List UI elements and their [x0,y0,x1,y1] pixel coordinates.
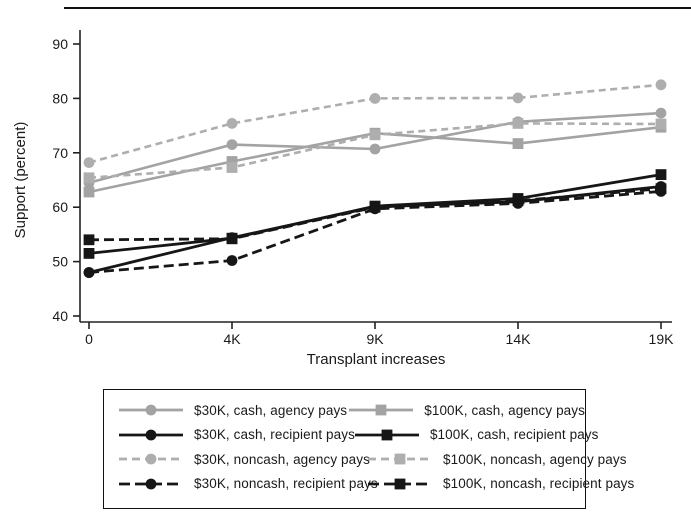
series-marker-circle [655,107,667,119]
x-tick-label: 0 [85,331,93,347]
series-marker-circle [226,255,238,266]
legend-marker-circle [145,404,157,416]
series-marker-circle [83,267,95,278]
legend-item: $30K, cash, agency pays [104,402,349,418]
x-tick-label: 4K [223,331,241,347]
series-marker-square [83,172,95,184]
y-tick-label: 60 [52,199,68,215]
legend-marker-square [394,478,406,490]
series-marker-square [369,201,381,213]
legend-item-label: $100K, noncash, agency pays [443,451,627,467]
series-marker-circle [83,157,95,169]
series-marker-square [83,234,95,246]
series-marker-square [512,118,524,129]
x-tick-label: 9K [366,331,384,347]
series-line [88,187,662,242]
legend-item-label: $30K, cash, recipient pays [194,427,355,443]
legend-line-sample [119,429,183,441]
legend-item-label: $30K, noncash, agency pays [194,451,370,467]
series-marker-square [512,195,524,207]
legend-line-sample [119,453,183,465]
legend-line-sample [368,453,432,465]
legend-marker-square [394,453,406,465]
y-tick-label: 70 [52,145,68,161]
series-marker-square [226,156,238,167]
legend-row: $30K, noncash, recipient pays $100K, nonc… [104,472,634,497]
legend-item: $30K, noncash, agency pays [104,451,370,467]
legend-item: $100K, cash, agency pays [349,402,585,418]
y-tick-label: 50 [52,254,68,270]
series-marker-square [655,169,667,180]
legend-item-label: $100K, cash, agency pays [424,402,585,418]
series-marker-square [226,162,238,173]
legend-item: $100K, noncash, agency pays [368,451,627,467]
series-marker-circle [512,92,524,104]
legend-item: $30K, noncash, recipient pays [104,476,378,492]
top-rule-line [64,7,691,10]
legend-row: $30K, cash, agency pays $100K, cash, agen… [104,398,585,423]
legend-item-label: $100K, noncash, recipient pays [443,476,635,492]
legend-row: $30K, cash, recipient pays $100K, cash, r… [104,423,598,448]
x-tick-label: 19K [649,331,675,347]
y-axis-title: Support (percent) [12,122,29,239]
series-marker-circle [226,118,238,129]
legend-box: $30K, cash, agency pays $100K, cash, agen… [103,389,634,509]
legend-item: $100K, noncash, recipient pays [368,476,634,492]
x-tick-label: 14K [506,331,532,347]
y-tick-label: 90 [52,36,68,52]
series-marker-square [512,138,524,149]
legend-line-sample [119,404,183,416]
series-marker-square [369,129,381,141]
legend-line-sample [119,478,183,490]
series-marker-square [655,183,667,195]
legend-item-label: $30K, cash, agency pays [194,402,348,418]
legend-line-sample [354,429,419,441]
series-marker-circle [369,143,381,155]
legend-item-label: $30K, noncash, recipient pays [194,476,378,492]
legend-marker-circle [145,429,157,441]
legend-marker-circle [145,478,157,490]
series-marker-square [226,233,238,245]
legend-item: $30K, cash, recipient pays [104,427,355,443]
legend-marker-square [381,429,393,441]
legend-row: $30K, noncash, agency pays $100K, noncash… [104,447,626,472]
chart-canvas: 40 50 60 70 80 90 0 4K 9K 14K 19K Support (percent)… [12,30,675,368]
series-marker-square [83,248,95,259]
series-marker-square [83,186,95,198]
legend-item-label: $100K, cash, recipient pays [429,427,599,443]
legend-marker-square [375,404,387,416]
legend-line-sample [349,404,414,416]
y-tick-label: 80 [52,90,68,106]
series-marker-circle [655,79,667,91]
series-line [88,190,662,274]
series-marker-square [655,118,667,130]
series-marker-circle [369,93,381,104]
x-axis-title: Transplant increases [307,351,446,368]
legend-item: $100K, cash, recipient pays [354,427,599,443]
legend-marker-circle [145,453,157,465]
legend-line-sample [368,478,432,490]
y-tick-label: 40 [52,308,68,324]
series-marker-circle [226,139,238,151]
